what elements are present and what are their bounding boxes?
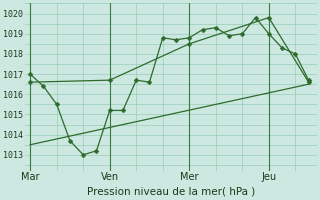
X-axis label: Pression niveau de la mer( hPa ): Pression niveau de la mer( hPa ) (87, 187, 255, 197)
